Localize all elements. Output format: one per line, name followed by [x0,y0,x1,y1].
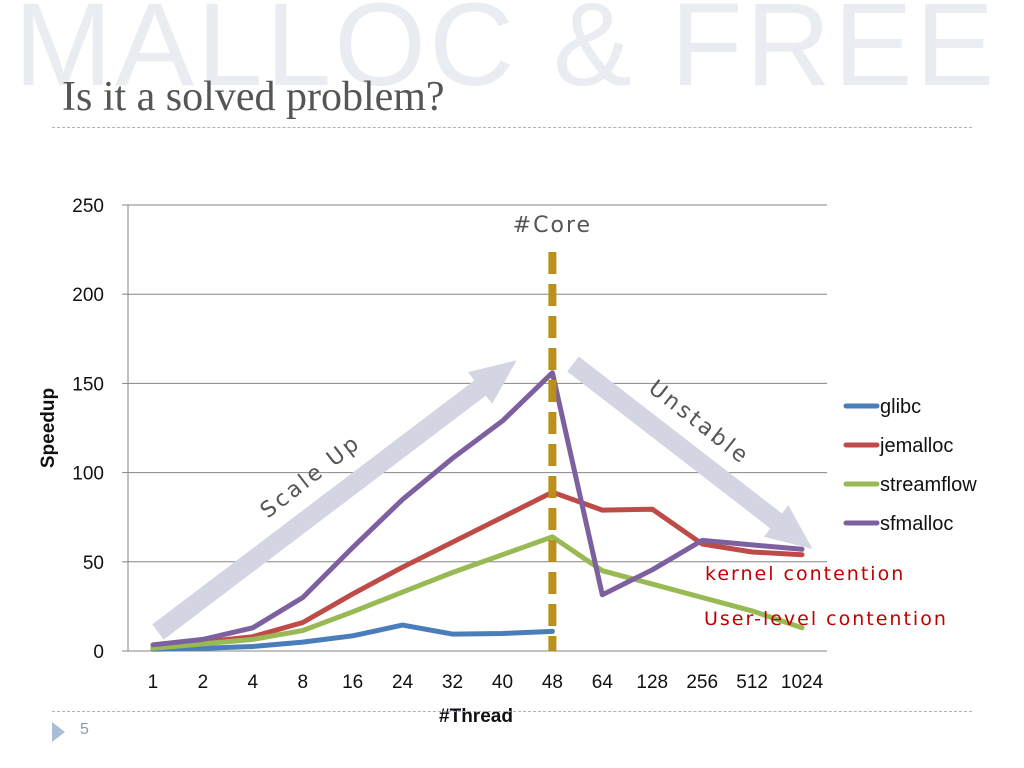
legend-label-sfmalloc: sfmalloc [880,513,953,535]
legend-label-jemalloc: jemalloc [879,435,953,457]
user-level-contention-note: User-level contention [704,608,948,630]
y-axis-title: Speedup [38,388,59,468]
y-tick-label: 200 [72,285,104,306]
y-tick-label: 0 [93,642,104,663]
x-tick-label: 8 [297,672,308,693]
legend-label-streamflow: streamflow [880,474,977,496]
x-tick-labels: 1 2 4 8 16 24 32 40 48 64 128 256 512 1024 [148,672,824,693]
x-tick-label: 256 [686,672,718,693]
x-tick-label: 4 [248,672,259,693]
y-tick-label: 100 [72,464,104,485]
x-tick-label: 1 [148,672,159,693]
y-tick-labels: 0 50 100 150 200 250 [72,196,104,663]
title-divider [52,127,972,128]
legend: glibc jemalloc streamflow sfmalloc [843,396,977,535]
x-tick-label: 16 [342,672,363,693]
slide-title: Is it a solved problem? [62,74,445,120]
y-tick-label: 150 [72,374,104,395]
scale-up-arrow [152,360,517,640]
y-tick-label: 250 [72,196,104,217]
x-tick-label: 40 [492,672,513,693]
y-tick-label: 50 [83,553,104,574]
x-tick-label: 64 [592,672,614,693]
x-tick-label: 2 [198,672,209,693]
series-lines [150,370,805,652]
x-tick-label: 1024 [781,672,824,693]
footer-triangle-icon [52,722,65,742]
legend-label-glibc: glibc [880,396,921,418]
series-line-sfmalloc [150,370,805,648]
x-tick-label: 32 [442,672,463,693]
page-number: 5 [80,721,89,738]
footer-divider [52,711,972,712]
x-tick-label: 24 [392,672,414,693]
x-tick-label: 512 [736,672,768,693]
x-tick-label: 48 [542,672,563,693]
series-line-streamflow [150,534,805,651]
kernel-contention-note: kernel contention [705,563,905,585]
unstable-arrow [567,356,813,550]
series-line-jemalloc [150,489,805,650]
series-line-glibc [150,622,555,652]
x-tick-label: 128 [636,672,668,693]
core-label: #Core [513,213,592,238]
slide-watermark: MALLOC & FREE [14,0,998,111]
x-axis-title: #Thread [439,706,513,727]
